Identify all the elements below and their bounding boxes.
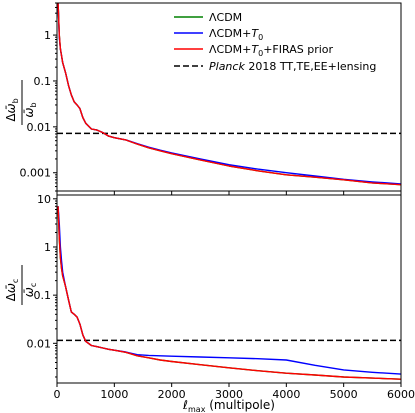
legend-label-lcdm-t0: ΛCDM+T0	[209, 27, 263, 42]
bottom-series-line-2	[57, 206, 401, 380]
legend-label-planck: Planck 2018 TT,TE,EE+lensing	[209, 60, 376, 73]
top-y-tick-label: 0.001	[20, 167, 52, 180]
bottom-series-group	[57, 206, 401, 380]
legend: ΛCDM ΛCDM+T0 ΛCDM+T0+FIRAS prior Planck …	[174, 11, 376, 73]
top-ylabel-numerator: Δω̄b	[4, 98, 20, 121]
bottom-y-tick-label: 0.01	[27, 337, 52, 350]
bottom-ylabel: Δω̄c ω̄c	[4, 265, 38, 305]
bottom-plot-area	[57, 206, 401, 380]
legend-item-lcdm: ΛCDM	[174, 11, 242, 24]
x-ticks: 0 1000 2000 3000 4000 5000 6000	[54, 191, 415, 401]
legend-item-lcdm-t0: ΛCDM+T0	[174, 27, 263, 42]
bottom-axes-frame	[56, 194, 402, 384]
bottom-y-tick-label: 10	[37, 193, 51, 206]
top-ylabel-denominator: ω̄b	[22, 102, 38, 117]
x-tick-label: 4000	[272, 388, 300, 401]
x-axis-label: ℓmax (multipole)	[182, 398, 275, 413]
x-tick-label: 0	[54, 388, 61, 401]
x-tick-label: 3000	[215, 388, 243, 401]
top-plot-area	[57, 3, 401, 186]
x-tick-label: 2000	[158, 388, 186, 401]
top-y-tick-label: 0.01	[27, 121, 52, 134]
top-ylabel: Δω̄b ω̄b	[4, 80, 38, 125]
legend-label-lcdm: ΛCDM	[209, 11, 242, 24]
panel-bottom: 0.01 0.1 1 10 0 1000 2000 3000 4000 5000 6000 Δω̄…	[4, 191, 415, 413]
top-y-tick-label: 0.1	[34, 75, 52, 88]
x-tick-label: 6000	[387, 388, 415, 401]
bottom-y-tick-label: 0.1	[34, 289, 52, 302]
bottom-y-ticks: 0.01 0.1 1 10	[27, 193, 57, 378]
top-y-ticks: 0.001 0.01 0.1 1	[20, 2, 57, 192]
bottom-ylabel-numerator: Δω̄c	[4, 279, 20, 302]
top-series-line-2	[57, 3, 401, 186]
legend-item-planck: Planck 2018 TT,TE,EE+lensing	[174, 60, 376, 73]
top-y-tick-label: 1	[44, 29, 51, 42]
x-tick-label: 5000	[330, 388, 358, 401]
x-tick-label: 1000	[100, 388, 128, 401]
top-series-group	[57, 3, 401, 186]
legend-item-firas: ΛCDM+T0+FIRAS prior	[174, 43, 333, 58]
legend-label-firas: ΛCDM+T0+FIRAS prior	[209, 43, 333, 58]
panel-top: 0.001 0.01 0.1 1 Δω̄b ω̄b ΛCDM ΛCDM+T0 ΛCDM…	[4, 2, 402, 192]
bottom-y-tick-label: 1	[44, 241, 51, 254]
bottom-series-line-0	[57, 206, 401, 380]
bottom-ylabel-denominator: ω̄c	[22, 283, 38, 297]
